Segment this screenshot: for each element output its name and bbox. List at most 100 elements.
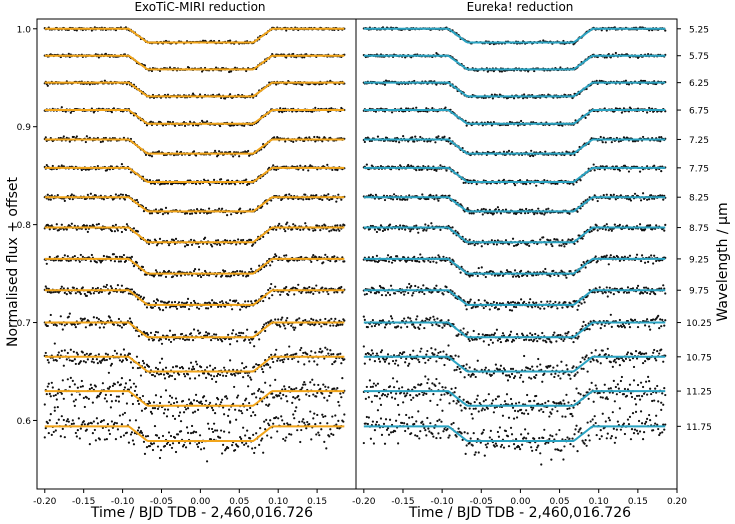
data-point [161,309,165,312]
data-point [124,259,128,262]
data-point [242,332,245,335]
data-point [121,392,125,395]
data-point [330,229,333,232]
data-point [62,397,65,400]
data-point [56,392,59,395]
data-point [246,429,249,432]
data-point [231,332,234,335]
data-point [102,254,105,258]
data-point [223,430,226,433]
data-point [204,331,208,334]
data-point [63,349,66,352]
data-point [240,409,243,413]
data-point [199,366,203,369]
data-point [196,445,200,448]
data-point [116,428,120,431]
data-point [179,305,183,309]
data-point [196,274,200,277]
data-point [106,423,109,426]
data-point [221,300,224,303]
data-point [63,436,66,439]
data-point [46,324,49,328]
data-point [304,222,307,225]
data-point [170,301,174,304]
data-point [84,361,87,364]
data-point [73,358,76,361]
data-point [296,429,299,432]
data-point [113,349,117,352]
data-point [171,414,175,418]
panel-0-series-13-points [43,400,346,463]
data-point [47,361,50,364]
data-point [229,421,232,424]
data-point [304,318,307,322]
data-point [145,446,149,449]
data-point [147,338,151,341]
data-point [93,428,96,432]
data-point [322,415,325,419]
data-point [254,413,257,417]
data-point [197,374,201,377]
data-point [188,120,192,123]
data-point [230,70,233,73]
data-point [173,333,177,336]
data-point [194,154,198,157]
data-point [305,197,308,201]
data-point [302,383,305,386]
data-point [319,229,322,232]
data-point [274,378,277,381]
data-point [195,363,199,366]
data-point [321,286,324,289]
data-point [100,419,103,423]
data-point [118,324,122,327]
data-point [83,317,86,320]
data-point [199,400,203,403]
data-point [75,435,78,438]
data-point [282,360,285,364]
data-point [116,324,120,327]
data-point [130,288,134,291]
data-point [91,401,94,404]
data-point [302,351,305,355]
data-point [498,70,502,73]
data-point [314,228,317,232]
data-point [95,316,98,319]
data-point [136,230,140,233]
data-point [123,411,127,415]
data-point [92,420,95,423]
data-point [293,293,296,296]
data-point [72,422,75,425]
data-point [253,392,256,395]
data-point [204,399,208,402]
data-point [164,206,168,209]
data-point [305,291,308,294]
data-point [250,267,253,270]
data-point [52,394,55,397]
data-point [183,375,187,378]
data-point [221,274,224,277]
data-point [146,238,150,241]
data-point [76,429,79,432]
panel-0-frame [36,18,357,490]
data-point [207,332,211,335]
data-point [219,373,222,376]
data-point [153,407,157,410]
data-point [81,351,84,354]
data-point [272,360,275,364]
data-point [232,329,235,332]
data-point [340,362,343,365]
data-point [336,291,339,294]
data-point [275,83,278,86]
data-point [197,307,201,310]
data-point [314,351,317,354]
data-point [154,301,158,305]
data-point [321,350,324,353]
data-point [298,136,301,139]
data-point [120,326,124,329]
data-point [95,223,98,226]
data-point [167,244,171,247]
data-point [216,429,219,432]
data-point [198,331,202,334]
data-point [186,297,190,300]
data-point [105,255,108,258]
